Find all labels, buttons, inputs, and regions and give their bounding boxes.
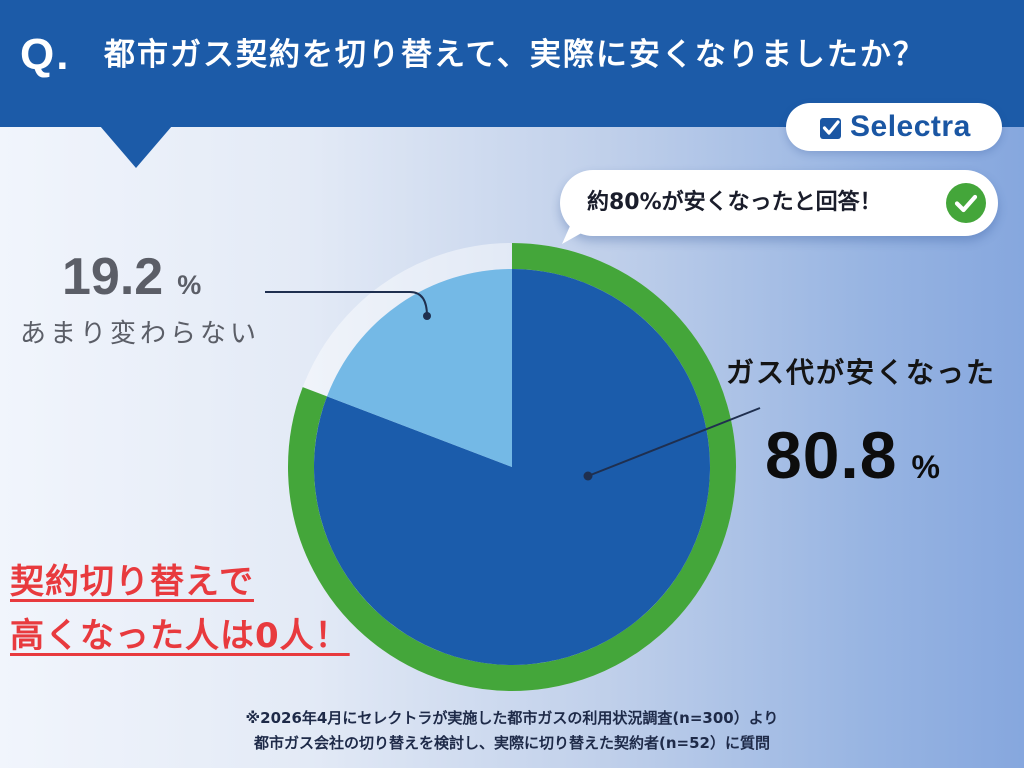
banner-pointer-shape xyxy=(100,126,172,168)
pie-slices xyxy=(314,269,710,666)
pie-slice-1 xyxy=(314,269,710,666)
leader-dot-unchanged xyxy=(423,312,431,320)
data-label-unchanged: 19.2 % xyxy=(62,251,201,303)
category-label-unchanged: あまり変わらない xyxy=(20,319,261,349)
emphasis-line-2: 高くなった人は0人！ xyxy=(10,616,350,656)
pie-slice-2 xyxy=(327,269,512,467)
brand-name: Selectra xyxy=(850,110,971,143)
footnote-line-1: ※2026年4月にセレクトラが実施した都市ガスの利用状況調査(n=300）より xyxy=(245,709,779,727)
value-unchanged: 19.2 xyxy=(62,248,164,306)
footnote-line-2: 都市ガス会社の切り替えを検討し、実際に切り替えた契約者(n=52）に質問 xyxy=(254,734,770,752)
leader-line-cheaper xyxy=(587,407,761,477)
callout-bubble: 約80%が安くなったと回答！ xyxy=(560,170,998,244)
brand-logo: Selectra xyxy=(786,103,1002,151)
data-label-cheaper: 80.8 % xyxy=(765,422,940,488)
unit-unchanged: % xyxy=(177,270,202,300)
highlight-ring-arc xyxy=(288,243,736,691)
category-label-cheaper: ガス代が安くなった xyxy=(726,356,997,389)
leader-dot-cheaper xyxy=(583,471,593,481)
banner-pointer xyxy=(100,126,172,168)
value-cheaper: 80.8 xyxy=(765,418,898,492)
pie-ring-layer xyxy=(288,243,736,691)
emphasis-line-1: 契約切り替えで xyxy=(10,562,254,602)
callout-tail xyxy=(562,226,594,244)
leader-line-unchanged xyxy=(265,291,428,317)
question-title: 都市ガス契約を切り替えて、実際に安くなりましたか？ xyxy=(104,37,926,73)
unit-cheaper: % xyxy=(911,449,940,485)
question-banner: Q. 都市ガス契約を切り替えて、実際に安くなりましたか？ xyxy=(0,0,1024,127)
check-circle-icon xyxy=(946,183,986,223)
callout-text: 約80%が安くなったと回答！ xyxy=(587,190,882,215)
question-mark-label: Q. xyxy=(20,30,71,79)
checkbox-icon xyxy=(820,118,841,139)
pie-background-ring xyxy=(288,243,736,691)
